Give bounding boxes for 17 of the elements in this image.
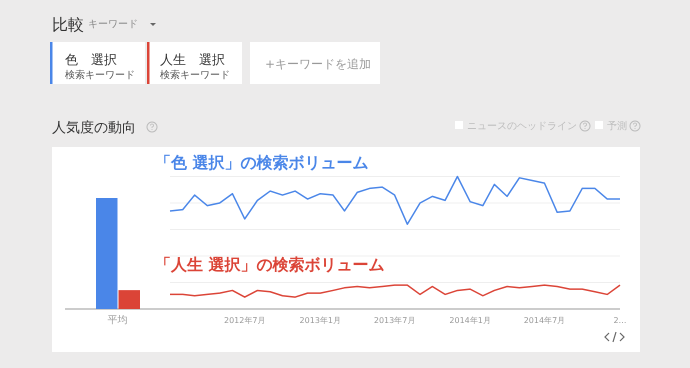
x-tick-label: 2012年7月: [224, 316, 266, 325]
x-tick-label: 2013年1月: [300, 316, 341, 325]
text: 検索キーワード: [65, 69, 135, 81]
text: キーワード: [88, 19, 138, 30]
x-tick-label: 平均: [108, 314, 128, 326]
x-tick-label: 2…: [613, 316, 627, 325]
text: +キーワードを追加: [265, 57, 372, 71]
x-tick-label: 2013年7月: [374, 316, 416, 325]
series-label: 「人生 選択」の検索ボリューム: [155, 255, 385, 274]
x-tick-label: 2014年7月: [524, 316, 566, 325]
text: 比較: [52, 15, 84, 34]
series-label: 「色 選択」の検索ボリューム: [155, 153, 369, 172]
text: 色 選択: [65, 53, 117, 68]
text: 人気度の動向: [52, 120, 136, 136]
x-tick-label: 2014年1月: [449, 316, 491, 325]
text: 検索キーワード: [160, 69, 230, 81]
text: 人生 選択: [160, 53, 225, 68]
